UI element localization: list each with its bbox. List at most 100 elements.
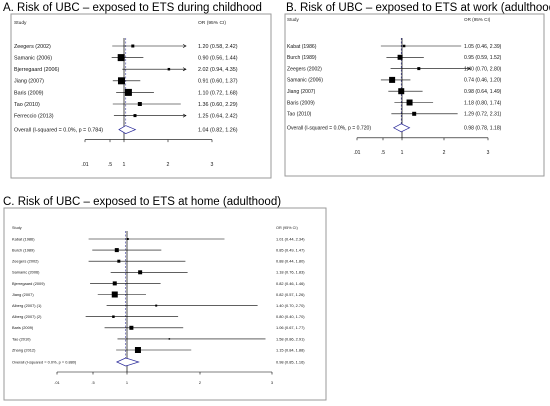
or-label: 1.29 (0.72, 2.31): [464, 112, 502, 118]
study-label: Jiang (2007): [14, 79, 44, 85]
or-label: 0.82 (0.46, 1.46): [276, 281, 305, 286]
study-label: Baris (2009): [12, 325, 34, 330]
weight-box: [138, 270, 143, 275]
x-tick-label: .5: [91, 380, 94, 385]
or-label: 1.18 (0.80, 1.74): [464, 100, 502, 106]
x-tick-label: .01: [54, 380, 59, 385]
x-tick-label: .5: [381, 150, 385, 156]
weight-box: [133, 114, 137, 118]
study-label: Jiang (2007): [287, 89, 316, 95]
study-label: Zeegers (2002): [14, 44, 51, 50]
weight-box: [168, 338, 171, 340]
study-label: Bjerregaard (2006): [14, 67, 59, 73]
or-label: 1.15 (0.84, 1.88): [276, 347, 305, 352]
or-label: 1.25 (0.64, 2.42): [198, 113, 238, 119]
or-label: 0.90 (0.56, 1.44): [198, 55, 238, 61]
study-label: Bjerregaard (2009): [12, 281, 45, 286]
ci-arrow: [466, 66, 471, 71]
or-label: 1.36 (0.60, 2.29): [198, 102, 238, 108]
study-label: Baris (2009): [287, 100, 315, 106]
study-label: Burch (1989): [12, 247, 35, 252]
study-label: Samanic (2006): [14, 55, 52, 61]
study-label: Burch (1989): [287, 55, 317, 61]
column-header-study: Study: [287, 17, 299, 22]
weight-box: [134, 347, 141, 353]
weight-box: [167, 67, 171, 71]
study-label: Zhang (2012): [12, 347, 36, 352]
weight-box: [112, 281, 117, 286]
plot-frame: [3, 207, 327, 401]
study-label: Alberg (2007) (1): [12, 303, 42, 308]
study-label: Zeegers (2002): [287, 66, 322, 72]
ci-arrow: [182, 44, 187, 48]
weight-box: [389, 76, 396, 83]
plot-frame: [10, 13, 272, 179]
study-label: Tao (2010): [12, 336, 31, 341]
study-label: Tao (2010): [14, 102, 40, 108]
or-label: 1.10 (0.72, 1.68): [198, 90, 238, 96]
study-label: Alberg (2007) (2): [12, 314, 42, 319]
x-tick-label: 3: [211, 162, 214, 168]
or-label: 0.95 (0.59, 1.52): [464, 55, 502, 61]
or-label: 0.80 (0.40, 1.70): [276, 314, 305, 319]
overall-diamond: [118, 125, 137, 134]
or-label: 0.88 (0.44, 1.80): [276, 259, 305, 264]
study-label: Jiang (2007): [12, 292, 34, 297]
weight-box: [402, 44, 406, 48]
x-tick-label: 1: [126, 380, 128, 385]
or-label: 2.02 (0.94, 4.35): [198, 67, 238, 73]
weight-box: [397, 54, 403, 60]
ci-arrow: [182, 113, 187, 118]
overall-or-label: 0.98 (0.78, 1.18): [464, 126, 502, 132]
or-label: 0.74 (0.46, 1.20): [464, 78, 502, 84]
x-tick-label: .01: [354, 150, 361, 156]
or-label: 1.18 (0.76, 1.83): [276, 270, 305, 275]
weight-box: [155, 304, 158, 307]
x-tick-label: 2: [199, 380, 201, 385]
ci-arrow: [182, 67, 187, 72]
panel-b-title: B. Risk of UBC – exposed to ETS at work …: [286, 2, 550, 14]
study-label: Kabat (1986): [12, 236, 35, 241]
weight-box: [417, 67, 421, 71]
study-label: Zeegers (2002): [12, 259, 39, 264]
study-label: Samanic (2006): [287, 78, 323, 84]
overall-label: Overall (I-squared = 0.0%, p = 0.720): [287, 126, 371, 132]
column-header-or: OR (95% CI): [276, 226, 298, 230]
or-label: 1.01 (0.44, 2.34): [276, 236, 305, 241]
or-label: 0.85 (0.49, 1.47): [276, 247, 305, 252]
x-tick-label: 3: [487, 150, 490, 156]
weight-box: [137, 102, 142, 106]
x-tick-label: 2: [167, 162, 170, 168]
weight-box: [412, 111, 417, 116]
x-tick-label: 1: [123, 162, 126, 168]
overall-diamond: [115, 357, 140, 367]
column-header-study: Study: [12, 226, 22, 230]
x-tick-label: .01: [81, 162, 88, 168]
weight-box: [117, 77, 125, 85]
or-label: 0.91 (0.60, 1.37): [198, 79, 238, 85]
overall-label: Overall (I-squared = 0.0%, p = 0.880): [12, 359, 77, 364]
x-tick-label: 1: [401, 150, 404, 156]
x-tick-label: 2: [443, 150, 446, 156]
weight-box: [117, 54, 125, 62]
weight-box: [124, 88, 132, 96]
weight-box: [398, 88, 405, 95]
x-tick-label: 3: [271, 380, 273, 385]
weight-box: [114, 248, 119, 253]
column-header-or: OR (95% CI): [198, 20, 226, 26]
weight-box: [111, 291, 118, 298]
overall-label: Overall (I-squared = 0.0%, p = 0.784): [14, 127, 103, 133]
forest-plot-home: Study OR (95% CI) Kabat (1986) 1.01 (0.44, …: [3, 207, 327, 401]
weight-box: [117, 259, 121, 263]
or-label: 1.06 (0.67, 1.77): [276, 325, 305, 330]
or-label: 0.82 (0.57, 1.26): [276, 292, 305, 297]
x-tick-label: .5: [108, 162, 112, 168]
panel-a-title: A. Risk of UBC – exposed to ETS during c…: [3, 2, 262, 14]
forest-plot-work: Study OR (95% CI) Kabat (1986) 1.05 (0.46, …: [284, 13, 545, 177]
study-label: Baris (2009): [14, 90, 44, 96]
overall-diamond: [392, 123, 411, 133]
overall-or-label: 1.04 (0.82, 1.26): [198, 127, 238, 133]
plot-frame: [284, 13, 545, 177]
weight-box: [126, 238, 129, 240]
